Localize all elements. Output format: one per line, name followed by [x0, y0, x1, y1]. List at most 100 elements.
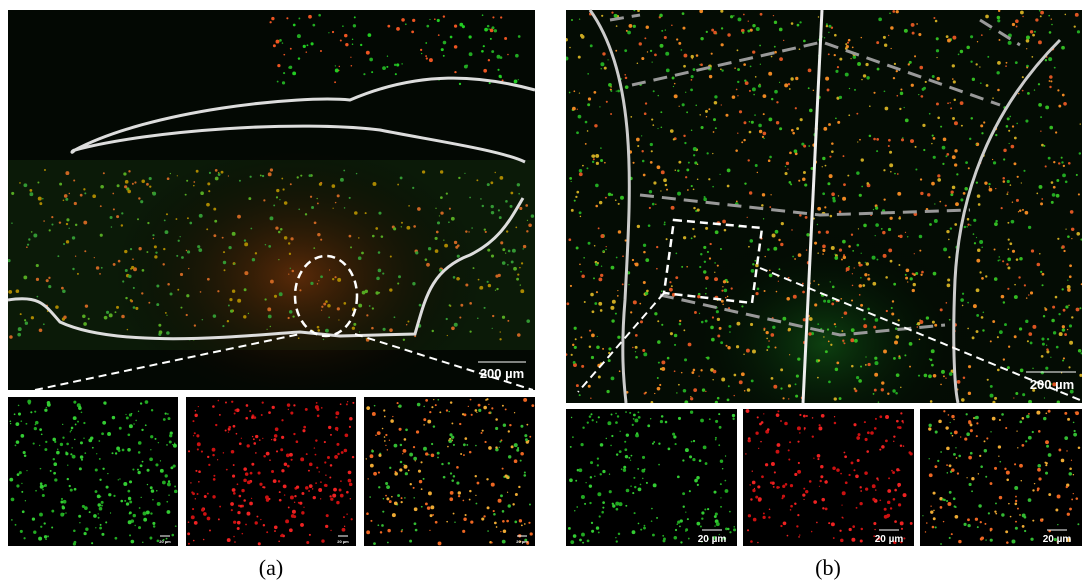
dot: [960, 198, 963, 201]
dot: [564, 57, 568, 61]
dot: [676, 523, 678, 525]
dot: [1003, 158, 1005, 160]
dot: [488, 284, 491, 287]
dot: [835, 70, 838, 73]
dot: [817, 207, 821, 211]
dot: [706, 152, 708, 154]
dot: [289, 528, 293, 532]
dot: [57, 449, 58, 450]
dot: [233, 536, 235, 538]
dot: [172, 444, 173, 445]
dot: [1037, 263, 1041, 267]
dot: [177, 175, 178, 176]
dot: [960, 50, 963, 53]
dot: [611, 194, 613, 196]
dot: [679, 106, 680, 107]
dot: [675, 276, 678, 279]
dot: [479, 286, 482, 289]
dot: [160, 469, 164, 473]
dot: [760, 441, 762, 443]
dot: [642, 456, 645, 459]
dot: [763, 132, 767, 136]
dot: [712, 186, 714, 188]
dot: [952, 36, 956, 40]
dot: [506, 230, 508, 232]
dot: [298, 208, 300, 210]
dot: [934, 203, 935, 204]
dot: [130, 299, 132, 301]
dot: [325, 300, 328, 303]
dot: [366, 406, 370, 410]
dot: [893, 283, 896, 286]
dot: [828, 522, 830, 524]
dot: [335, 69, 339, 73]
dot: [1028, 436, 1032, 440]
dot: [922, 515, 923, 516]
dot: [313, 496, 316, 499]
dot: [225, 429, 227, 431]
dot: [729, 331, 731, 333]
dot: [588, 242, 591, 245]
dot: [930, 506, 931, 507]
dot: [947, 39, 951, 43]
dot: [335, 65, 336, 66]
dot: [16, 440, 20, 444]
dot: [526, 424, 528, 426]
dot: [1051, 18, 1052, 19]
dot: [578, 56, 581, 59]
dot: [903, 445, 904, 446]
dot: [644, 468, 646, 470]
dot: [617, 290, 618, 291]
dot: [138, 247, 141, 250]
dot: [353, 24, 356, 27]
dot: [853, 423, 856, 426]
dot: [488, 446, 492, 450]
dot: [633, 300, 637, 304]
dot: [268, 172, 272, 176]
dot: [43, 220, 45, 222]
dot: [323, 339, 324, 340]
dot: [717, 318, 720, 321]
dot: [602, 507, 604, 509]
dot: [576, 506, 578, 508]
dot: [33, 443, 35, 445]
dot: [454, 71, 456, 73]
dot: [675, 529, 677, 531]
dot: [374, 405, 376, 407]
dot: [591, 530, 594, 533]
dot: [602, 501, 605, 504]
dot: [320, 239, 322, 241]
dot: [124, 250, 127, 253]
dot: [394, 64, 396, 66]
dot: [861, 528, 863, 530]
dot: [273, 479, 277, 483]
dot: [855, 389, 858, 392]
dot: [565, 353, 568, 356]
dot: [1016, 123, 1018, 125]
dot: [900, 387, 901, 388]
dot: [981, 34, 983, 36]
dot: [508, 430, 510, 432]
dot: [736, 201, 738, 203]
dot: [623, 466, 626, 469]
dot: [310, 282, 313, 285]
dot: [791, 22, 794, 25]
dot: [1080, 239, 1082, 241]
dot: [892, 471, 895, 474]
dot: [491, 205, 494, 208]
dot: [985, 539, 986, 540]
dot: [707, 508, 709, 510]
dot: [585, 143, 587, 145]
dot: [317, 283, 318, 284]
dot: [940, 451, 942, 453]
dot: [378, 472, 380, 474]
dot: [1008, 346, 1010, 348]
dot: [789, 354, 790, 355]
dot: [156, 303, 159, 306]
dot: [73, 401, 76, 404]
dot: [660, 44, 664, 48]
dot: [842, 317, 843, 318]
dot: [498, 209, 500, 211]
dot: [1076, 232, 1080, 236]
dot: [1053, 161, 1055, 163]
